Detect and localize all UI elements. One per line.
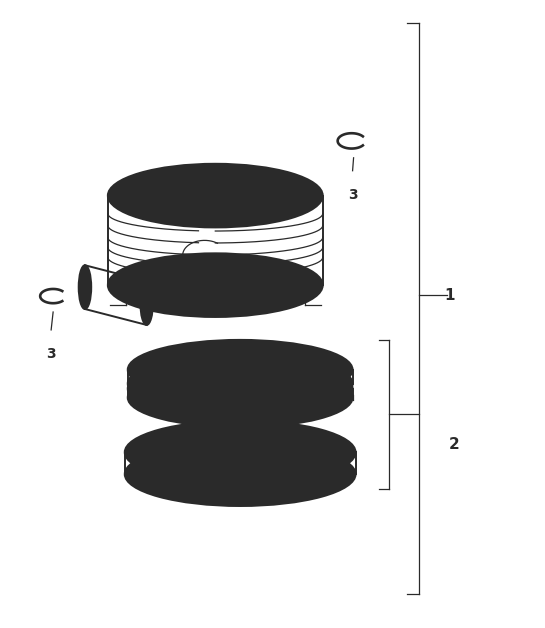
Ellipse shape — [135, 363, 346, 414]
Ellipse shape — [143, 290, 150, 316]
Ellipse shape — [78, 265, 91, 309]
Text: 3: 3 — [348, 188, 358, 202]
Ellipse shape — [108, 164, 323, 227]
Ellipse shape — [128, 354, 353, 413]
Ellipse shape — [136, 344, 344, 395]
Ellipse shape — [82, 274, 88, 300]
Ellipse shape — [141, 281, 153, 325]
Ellipse shape — [128, 340, 353, 399]
Ellipse shape — [138, 427, 343, 478]
Ellipse shape — [138, 449, 343, 499]
Ellipse shape — [125, 421, 355, 484]
Ellipse shape — [128, 359, 353, 418]
Ellipse shape — [108, 253, 323, 317]
Text: 2: 2 — [449, 437, 460, 452]
Text: 1: 1 — [444, 288, 455, 303]
Text: 3: 3 — [46, 347, 56, 361]
Ellipse shape — [128, 368, 353, 428]
Ellipse shape — [125, 442, 355, 506]
